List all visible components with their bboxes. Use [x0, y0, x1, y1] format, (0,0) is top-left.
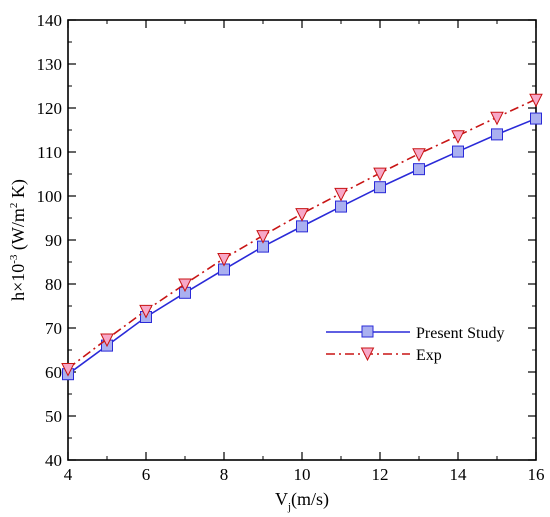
data-point-present-study: [530, 112, 542, 125]
data-point-present-study: [335, 200, 347, 213]
y-tick-label: 140: [37, 11, 63, 30]
series-layer: [61, 93, 543, 381]
x-tick-label: 10: [294, 465, 311, 484]
legend-marker-square-icon: [361, 325, 374, 338]
x-axis-title: Vj(m/s): [275, 489, 329, 513]
data-point-exp: [412, 148, 426, 162]
plot-frame: [67, 19, 537, 461]
y-axis-title: h×10-3 (W/m2 K): [8, 179, 29, 301]
legend-label-present-study: Present Study: [416, 325, 504, 342]
x-tick-label: 14: [450, 465, 468, 484]
data-point-exp: [100, 333, 114, 348]
data-point-exp: [373, 167, 387, 182]
data-point-exp: [451, 130, 465, 144]
data-point-exp: [178, 278, 192, 293]
y-tick-label: 80: [45, 275, 62, 294]
data-point-exp: [61, 362, 75, 377]
data-point-present-study: [452, 145, 464, 158]
legend: Present Study Exp: [326, 325, 504, 364]
y-tick-label: 90: [45, 231, 62, 250]
legend-marker-triangle-icon: [360, 347, 375, 362]
axis-ticks: [67, 19, 537, 461]
data-point-present-study: [296, 220, 308, 233]
legend-label-exp: Exp: [416, 347, 442, 364]
data-point-present-study: [413, 163, 425, 176]
y-tick-label: 60: [45, 363, 62, 382]
y-tick-label: 50: [45, 407, 62, 426]
x-tick-label: 8: [220, 465, 229, 484]
y-tick-label: 70: [45, 319, 62, 338]
x-tick-label: 12: [372, 465, 389, 484]
data-point-exp: [139, 304, 153, 319]
data-point-exp: [490, 111, 504, 126]
axis-tick-labels: 4 6 8 10 12 14 16 40 50 60 70 80 90 100 110 120 130 140: [37, 11, 545, 484]
data-point-present-study: [491, 128, 503, 141]
data-point-exp: [334, 187, 348, 202]
y-tick-label: 130: [37, 55, 63, 74]
x-tick-label: 4: [64, 465, 73, 484]
data-point-exp: [529, 93, 543, 108]
data-point-exp: [217, 252, 231, 267]
data-point-present-study: [374, 181, 386, 194]
x-tick-label: 16: [528, 465, 545, 484]
legend-entry-present-study: Present Study: [326, 325, 504, 342]
y-tick-label: 40: [45, 451, 62, 470]
legend-entry-exp: Exp: [326, 347, 442, 364]
x-tick-label: 6: [142, 465, 151, 484]
data-point-exp: [256, 230, 270, 244]
y-tick-label: 100: [37, 187, 63, 206]
y-tick-label: 110: [37, 143, 62, 162]
y-tick-label: 120: [37, 99, 63, 118]
data-point-exp: [295, 208, 309, 222]
